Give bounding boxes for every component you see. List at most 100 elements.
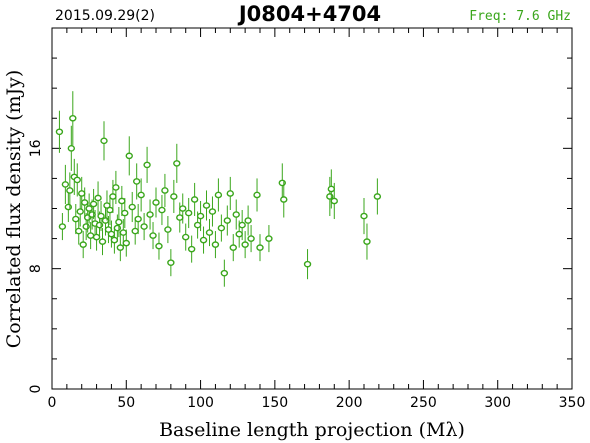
point-marker <box>363 238 371 245</box>
point-marker <box>253 191 261 199</box>
data-point <box>223 205 232 236</box>
point-marker <box>202 202 211 209</box>
x-tick-label: 0 <box>48 395 57 411</box>
point-marker <box>173 160 181 167</box>
point-marker <box>107 230 116 238</box>
tick-labels: 0 50 100 150 200 250 300 350 0 8 16 <box>28 139 585 411</box>
point-marker <box>143 161 151 169</box>
data-point <box>182 223 190 251</box>
point-marker <box>330 197 338 205</box>
data-point <box>256 234 264 262</box>
data-point <box>116 234 125 262</box>
point-marker <box>97 212 105 220</box>
data-point <box>137 178 145 212</box>
x-tick-label: 200 <box>336 395 363 411</box>
point-marker <box>98 238 107 245</box>
point-marker <box>80 199 89 206</box>
point-marker <box>247 235 255 242</box>
data-point <box>55 110 64 153</box>
data-point <box>73 163 81 197</box>
point-marker <box>106 206 114 214</box>
data-point <box>232 199 240 230</box>
point-marker <box>86 232 95 239</box>
point-marker <box>229 244 237 251</box>
axis-ticks <box>51 27 573 390</box>
data-point <box>107 220 116 248</box>
data-point <box>244 205 252 236</box>
point-marker <box>82 223 90 230</box>
point-marker <box>190 196 199 203</box>
date-label: 2015.09.29(2) <box>55 8 155 24</box>
point-marker <box>109 193 117 200</box>
point-marker <box>88 211 96 218</box>
data-point <box>92 223 101 251</box>
point-marker <box>118 197 126 205</box>
point-marker <box>149 232 157 239</box>
data-point <box>66 172 74 209</box>
data-point <box>158 194 166 226</box>
point-marker <box>196 212 205 220</box>
point-marker <box>182 233 190 241</box>
point-marker <box>223 217 232 224</box>
data-point <box>97 200 105 232</box>
data-point <box>134 203 142 235</box>
point-marker <box>131 227 139 235</box>
data-point <box>121 197 129 229</box>
data-point <box>152 187 160 218</box>
point-marker <box>241 241 249 248</box>
data-point <box>199 226 208 254</box>
point-marker <box>79 241 87 248</box>
point-marker <box>280 196 288 203</box>
point-marker <box>161 187 169 194</box>
data-point <box>179 193 187 224</box>
point-marker <box>140 223 148 230</box>
point-marker <box>232 211 240 218</box>
data-point <box>149 222 157 250</box>
point-marker <box>193 221 202 229</box>
chart-title: J0804+4704 <box>237 2 381 26</box>
point-marker <box>179 205 187 212</box>
point-marker <box>73 176 81 184</box>
data-point <box>265 225 273 253</box>
point-marker <box>208 208 217 215</box>
point-marker <box>89 200 98 208</box>
data-point <box>61 164 70 204</box>
data-point <box>241 231 249 259</box>
point-marker <box>278 179 286 187</box>
data-point <box>143 146 151 183</box>
data-point <box>146 199 154 230</box>
point-marker <box>121 209 129 217</box>
data-point <box>67 125 76 171</box>
point-marker <box>72 215 80 223</box>
data-points <box>55 91 382 287</box>
point-marker <box>235 230 243 238</box>
x-tick-label: 150 <box>261 395 288 411</box>
x-tick-label: 350 <box>559 395 586 411</box>
data-point <box>76 196 84 227</box>
point-marker <box>167 259 175 266</box>
data-point <box>226 176 234 211</box>
y-tick-label: 0 <box>28 385 44 394</box>
data-point <box>140 213 148 241</box>
point-marker <box>199 236 208 244</box>
point-marker <box>303 260 312 268</box>
data-point <box>86 222 95 250</box>
point-marker <box>61 181 70 188</box>
data-point <box>122 229 130 257</box>
point-marker <box>95 221 104 229</box>
point-marker <box>94 194 102 202</box>
data-point <box>132 163 141 200</box>
data-point <box>100 121 108 161</box>
point-marker <box>115 218 123 226</box>
point-marker <box>205 229 214 236</box>
x-tick-label: 250 <box>410 395 437 411</box>
data-point <box>247 225 255 253</box>
point-marker <box>164 226 172 233</box>
data-point <box>79 231 87 259</box>
point-marker <box>217 224 226 232</box>
point-marker <box>184 209 193 217</box>
data-point <box>238 210 246 241</box>
data-point <box>214 178 223 212</box>
data-point <box>211 231 220 259</box>
